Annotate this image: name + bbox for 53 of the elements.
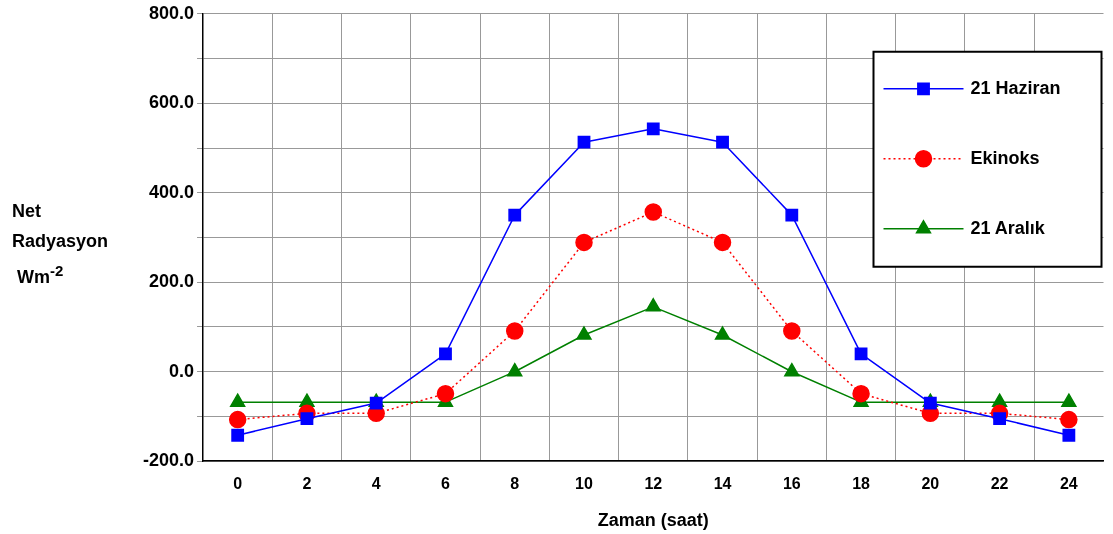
x-tick-label: 22 bbox=[990, 475, 1009, 493]
x-tick-label: 4 bbox=[371, 475, 381, 493]
point bbox=[229, 393, 246, 407]
point bbox=[508, 208, 522, 222]
x-tick-label: 6 bbox=[441, 475, 451, 493]
y-tick-label: 400.0 bbox=[148, 181, 195, 202]
point bbox=[716, 135, 729, 149]
point bbox=[228, 410, 247, 429]
point bbox=[1061, 393, 1077, 407]
x-tick-label: 8 bbox=[510, 475, 520, 493]
point bbox=[854, 347, 868, 361]
x-tick-label: 2 bbox=[302, 475, 312, 493]
x-tick-label: 20 bbox=[921, 475, 940, 493]
point bbox=[785, 208, 799, 222]
point bbox=[436, 384, 455, 403]
point bbox=[713, 233, 732, 252]
y-axis-title: Net Radyasyon Wm$^{-2}$ bbox=[12, 200, 110, 289]
x-tick-label: 14 bbox=[713, 475, 732, 493]
point bbox=[369, 396, 383, 410]
point bbox=[993, 412, 1007, 426]
y-tick-label: 800.0 bbox=[148, 2, 195, 23]
point bbox=[714, 326, 731, 340]
y-tick-label: -200.0 bbox=[142, 450, 195, 471]
point bbox=[439, 347, 452, 361]
point bbox=[505, 322, 524, 340]
legend-label: 21 Aralık bbox=[970, 217, 1046, 238]
point bbox=[231, 428, 245, 442]
point bbox=[575, 233, 593, 252]
x-tick-label: 24 bbox=[1059, 475, 1078, 493]
x-axis-title: Zaman (saat) bbox=[597, 510, 709, 531]
y-tick-label: 600.0 bbox=[148, 92, 195, 113]
point bbox=[645, 298, 661, 312]
point bbox=[577, 135, 591, 149]
point bbox=[576, 326, 592, 340]
point bbox=[646, 122, 660, 136]
y-tick-label: 0.0 bbox=[169, 360, 195, 381]
legend-label: Ekinoks bbox=[970, 147, 1040, 168]
x-tick-label: 0 bbox=[233, 475, 243, 493]
point bbox=[784, 362, 800, 377]
point bbox=[300, 412, 314, 426]
point bbox=[923, 396, 937, 410]
point bbox=[1060, 410, 1078, 429]
x-tick-label: 16 bbox=[782, 475, 801, 493]
x-tick-label: 12 bbox=[644, 475, 663, 493]
legend-label: 21 Haziran bbox=[970, 77, 1061, 98]
point bbox=[783, 322, 801, 340]
x-tick-label: 10 bbox=[575, 475, 593, 493]
point bbox=[852, 384, 870, 403]
x-tick-label: 18 bbox=[852, 475, 871, 493]
point bbox=[644, 203, 663, 221]
y-tick-label: 200.0 bbox=[148, 271, 195, 292]
point bbox=[507, 362, 523, 377]
point bbox=[1062, 428, 1076, 442]
